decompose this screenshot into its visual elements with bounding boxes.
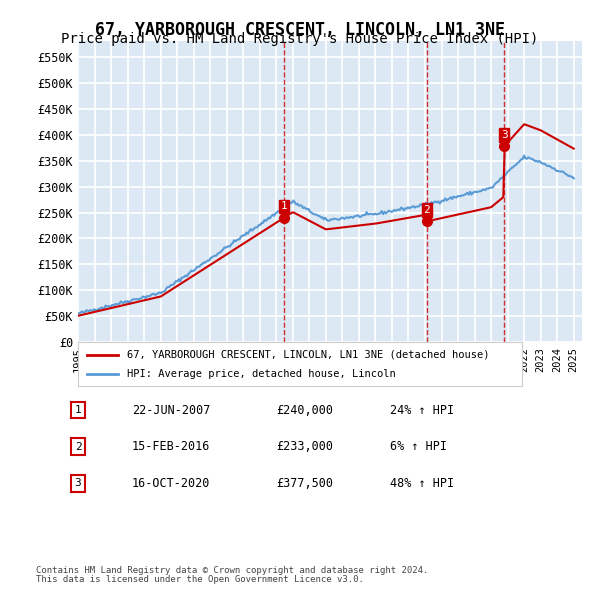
Text: 1: 1 bbox=[74, 405, 82, 415]
Text: £233,000: £233,000 bbox=[276, 440, 333, 453]
Text: 15-FEB-2016: 15-FEB-2016 bbox=[132, 440, 211, 453]
Text: Contains HM Land Registry data © Crown copyright and database right 2024.: Contains HM Land Registry data © Crown c… bbox=[36, 566, 428, 575]
Text: 2: 2 bbox=[74, 442, 82, 451]
Text: 22-JUN-2007: 22-JUN-2007 bbox=[132, 404, 211, 417]
Text: This data is licensed under the Open Government Licence v3.0.: This data is licensed under the Open Gov… bbox=[36, 575, 364, 584]
Text: £240,000: £240,000 bbox=[276, 404, 333, 417]
Text: 67, YARBOROUGH CRESCENT, LINCOLN, LN1 3NE: 67, YARBOROUGH CRESCENT, LINCOLN, LN1 3N… bbox=[95, 21, 505, 39]
Text: 67, YARBOROUGH CRESCENT, LINCOLN, LN1 3NE (detached house): 67, YARBOROUGH CRESCENT, LINCOLN, LN1 3N… bbox=[127, 350, 490, 359]
Text: HPI: Average price, detached house, Lincoln: HPI: Average price, detached house, Linc… bbox=[127, 369, 395, 379]
Text: £377,500: £377,500 bbox=[276, 477, 333, 490]
Text: 2: 2 bbox=[424, 205, 430, 215]
Text: 3: 3 bbox=[501, 130, 508, 140]
Text: 3: 3 bbox=[74, 478, 82, 488]
Text: 16-OCT-2020: 16-OCT-2020 bbox=[132, 477, 211, 490]
Text: 48% ↑ HPI: 48% ↑ HPI bbox=[390, 477, 454, 490]
Text: 6% ↑ HPI: 6% ↑ HPI bbox=[390, 440, 447, 453]
Text: Price paid vs. HM Land Registry's House Price Index (HPI): Price paid vs. HM Land Registry's House … bbox=[61, 32, 539, 47]
Text: 1: 1 bbox=[281, 201, 287, 211]
Text: 24% ↑ HPI: 24% ↑ HPI bbox=[390, 404, 454, 417]
